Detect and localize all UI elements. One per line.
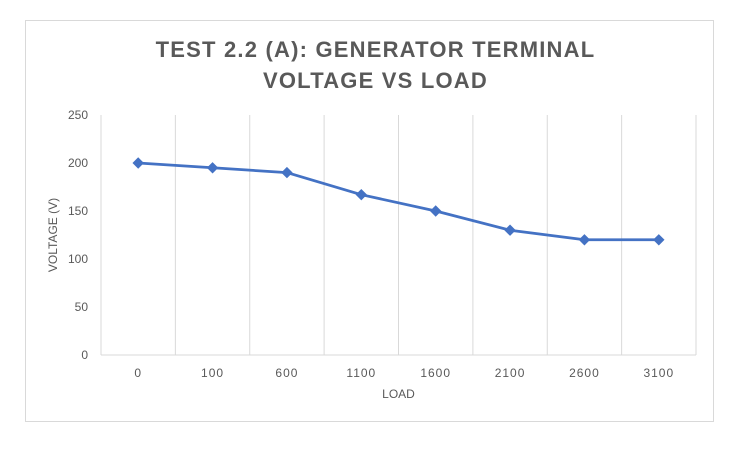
y-tick-label: 0	[81, 348, 88, 362]
data-point-marker	[206, 162, 219, 174]
y-tick-label: 250	[68, 108, 88, 122]
x-tick-label: 0	[134, 366, 142, 380]
chart-title-line-2: VOLTAGE VS LOAD	[263, 68, 488, 93]
x-tick-label: 100	[201, 366, 224, 380]
y-tick-label: 50	[75, 300, 89, 314]
y-tick-label: 150	[68, 204, 88, 218]
x-axis-label: LOAD	[382, 387, 415, 401]
x-tick-label: 600	[275, 366, 298, 380]
data-point-marker	[429, 205, 442, 217]
data-point-marker	[281, 166, 293, 179]
x-tick-label: 1100	[346, 366, 376, 380]
x-tick-label: 2600	[569, 366, 600, 380]
x-tick-label: 1600	[420, 366, 451, 380]
series-markers	[132, 157, 665, 246]
data-point-marker	[355, 188, 368, 201]
grid-lines	[100, 115, 697, 355]
chart-title-line-1: TEST 2.2 (A): GENERATOR TERMINAL	[155, 37, 596, 62]
data-point-marker	[132, 157, 144, 169]
chart-title: TEST 2.2 (A): GENERATOR TERMINAL VOLTAGE…	[0, 34, 751, 96]
data-point-marker	[504, 224, 516, 236]
data-point-marker	[578, 234, 591, 246]
y-tick-labels: 0 50 100 150 200 250	[68, 108, 88, 362]
data-point-marker	[653, 234, 665, 246]
y-tick-label: 200	[68, 156, 88, 170]
x-tick-label: 2100	[495, 366, 526, 380]
y-tick-label: 100	[68, 252, 88, 266]
x-tick-label: 3100	[643, 366, 674, 380]
series-line	[138, 161, 659, 242]
x-tick-labels: 0 100 600 1100 1600 2100 2600 3100	[134, 366, 674, 380]
y-axis-label: VOLTAGE (V)	[46, 198, 60, 272]
